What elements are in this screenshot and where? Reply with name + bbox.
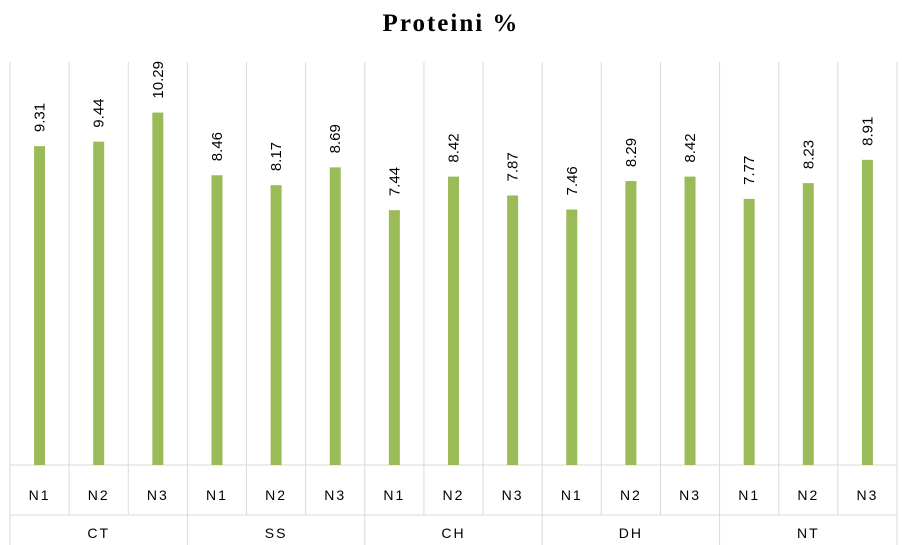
data-label: 7.77 bbox=[741, 156, 758, 185]
bar bbox=[270, 185, 282, 466]
data-label: 8.23 bbox=[800, 140, 817, 169]
bar bbox=[743, 198, 755, 465]
data-label: 10.29 bbox=[150, 61, 167, 99]
group-label: NT bbox=[797, 525, 820, 541]
x-tick-label: N3 bbox=[324, 487, 346, 503]
data-label: 8.69 bbox=[327, 124, 344, 153]
bar bbox=[93, 141, 105, 465]
x-tick-label: N1 bbox=[206, 487, 228, 503]
data-label: 7.46 bbox=[564, 166, 581, 195]
bar bbox=[684, 176, 696, 466]
x-tick-label: N1 bbox=[383, 487, 405, 503]
data-label: 9.44 bbox=[91, 98, 108, 127]
bar bbox=[152, 112, 164, 465]
chart-title: Proteini % bbox=[382, 10, 520, 37]
bar bbox=[625, 181, 637, 465]
data-label: 8.91 bbox=[859, 117, 876, 146]
x-tick-label: N1 bbox=[561, 487, 583, 503]
x-tick-label: N2 bbox=[797, 487, 819, 503]
x-tick-label: N3 bbox=[147, 487, 169, 503]
x-tick-label: N2 bbox=[88, 487, 110, 503]
bar bbox=[566, 209, 578, 465]
group-label: CH bbox=[441, 525, 465, 541]
data-label: 8.29 bbox=[623, 138, 640, 167]
group-label: SS bbox=[265, 525, 288, 541]
x-tick-label: N2 bbox=[443, 487, 465, 503]
data-label: 8.17 bbox=[268, 142, 285, 171]
bar bbox=[448, 176, 459, 466]
x-tick-label: N3 bbox=[502, 487, 524, 503]
data-label: 8.46 bbox=[209, 132, 226, 161]
x-tick-label: N2 bbox=[620, 487, 642, 503]
group-label: DH bbox=[619, 525, 643, 541]
bar bbox=[802, 183, 814, 465]
bar bbox=[211, 175, 223, 465]
bar bbox=[34, 146, 46, 465]
bar bbox=[507, 195, 519, 465]
data-label: 7.44 bbox=[386, 167, 403, 196]
data-label: 8.42 bbox=[682, 133, 699, 162]
x-tick-label: N2 bbox=[265, 487, 287, 503]
data-label: 9.31 bbox=[32, 103, 49, 132]
group-label: CT bbox=[87, 525, 110, 541]
bar bbox=[388, 210, 400, 465]
x-tick-label: N3 bbox=[679, 487, 701, 503]
data-label: 8.42 bbox=[446, 133, 463, 162]
bar bbox=[861, 159, 873, 465]
data-label: 7.87 bbox=[505, 152, 522, 181]
bar bbox=[329, 167, 341, 465]
x-tick-label: N3 bbox=[856, 487, 878, 503]
x-tick-label: N1 bbox=[738, 487, 760, 503]
x-tick-label: N1 bbox=[29, 487, 51, 503]
